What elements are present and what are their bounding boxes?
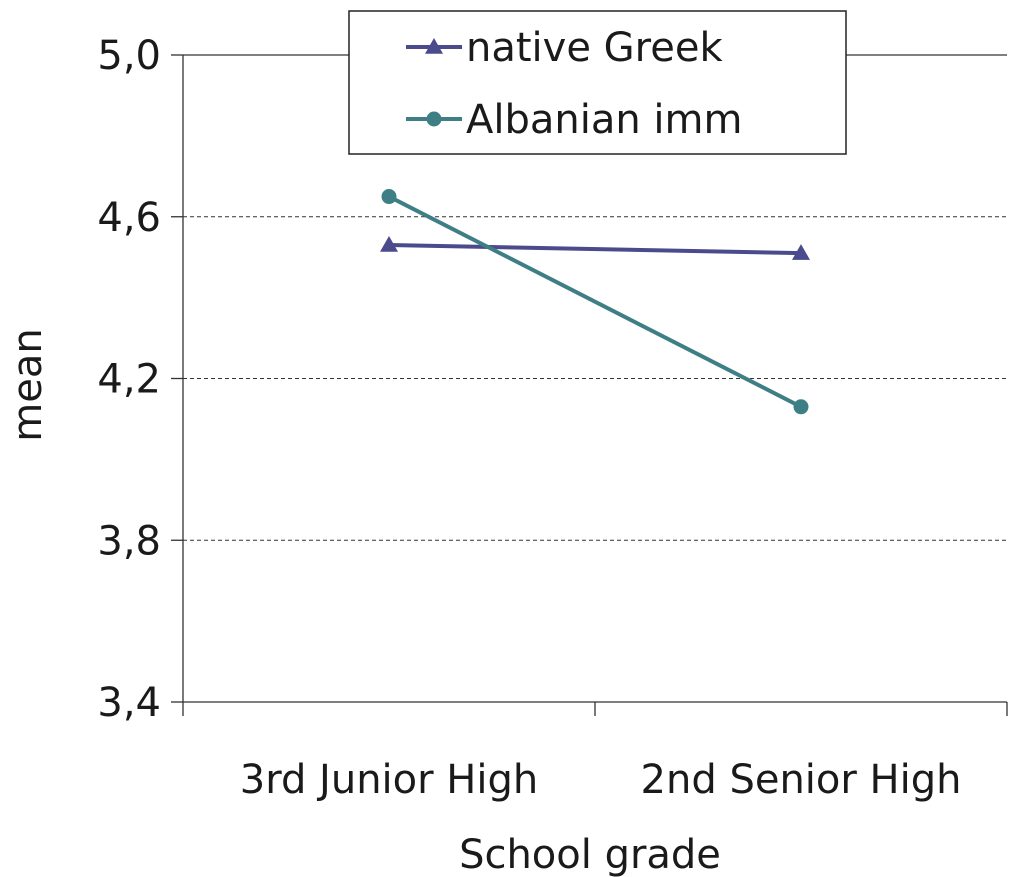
y-tick-label: 4,2: [97, 357, 161, 403]
legend-marker: [425, 38, 443, 54]
y-tick-label: 4,6: [97, 195, 161, 241]
y-axis-title: mean: [5, 328, 51, 441]
series-lines: [380, 189, 810, 415]
data-point: [381, 189, 397, 205]
legend-items: native Greek Albanian imm: [406, 25, 742, 143]
series-0: [380, 236, 810, 260]
legend-item: native Greek: [406, 25, 723, 71]
x-tick-labels: 3rd Junior High 2nd Senior High: [182, 702, 1008, 803]
legend-marker: [426, 111, 442, 127]
data-point: [793, 399, 809, 415]
legend-box: [348, 10, 847, 155]
x-axis-title: School grade: [459, 832, 721, 877]
y-tick-labels: 3,4 3,8 4,2 4,6 5,0: [97, 33, 183, 726]
data-point: [380, 236, 398, 252]
legend-label: native Greek: [466, 25, 723, 71]
series-line: [388, 243, 802, 256]
y-tick-label: 3,4: [97, 680, 161, 726]
data-point: [792, 244, 810, 260]
x-tick-label: 3rd Junior High: [240, 757, 538, 803]
legend: native Greek Albanian imm: [348, 10, 847, 155]
x-tick-label: 2nd Senior High: [641, 757, 962, 803]
legend-label: Albanian imm: [466, 97, 742, 143]
y-tick-label: 3,8: [97, 518, 161, 564]
y-tick-label: 5,0: [97, 33, 161, 79]
series-line: [388, 194, 802, 409]
series-1: [381, 189, 809, 415]
legend-item: Albanian imm: [406, 97, 742, 143]
